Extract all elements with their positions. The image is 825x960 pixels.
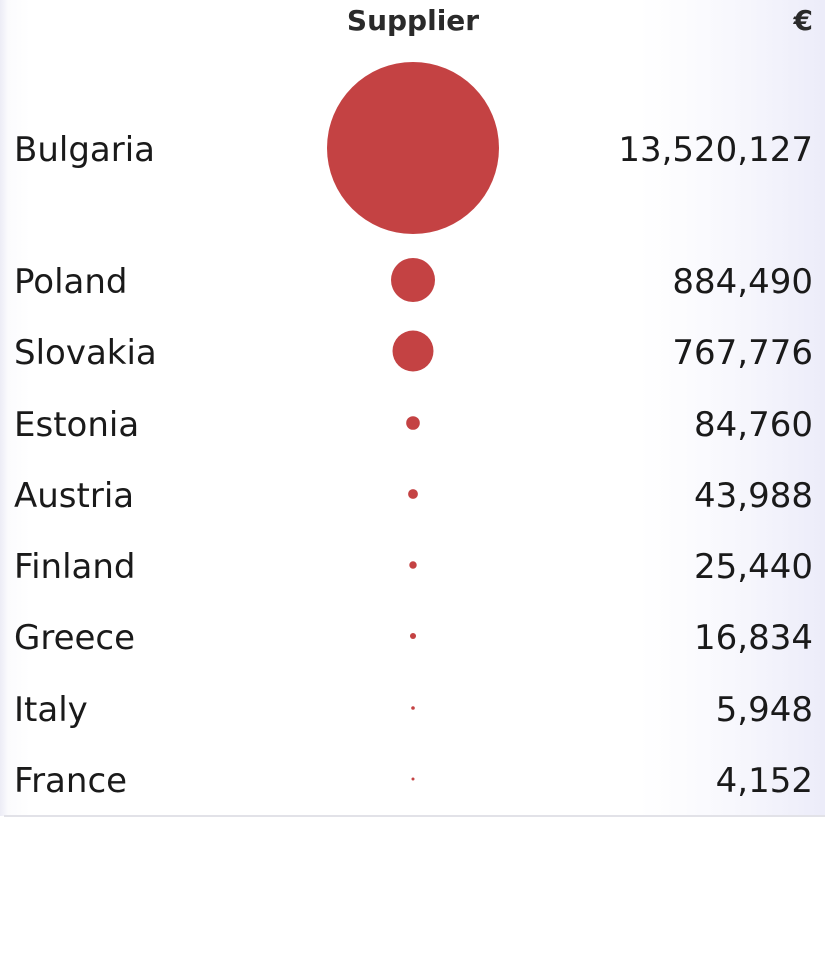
country-label: Estonia — [14, 405, 140, 445]
country-label: Finland — [14, 547, 136, 587]
country-label: Poland — [14, 262, 128, 302]
value-label: 25,440 — [694, 547, 813, 587]
value-label: 4,152 — [715, 761, 813, 801]
value-label: 884,490 — [672, 262, 813, 302]
column-header-supplier: Supplier — [346, 4, 480, 37]
value-label: 767,776 — [672, 333, 813, 373]
country-label: Italy — [14, 690, 88, 730]
value-label: 43,988 — [694, 476, 813, 516]
bubble-layer — [327, 62, 499, 781]
value-label: 13,520,127 — [618, 130, 813, 170]
bubble — [392, 330, 434, 372]
bubble — [327, 62, 499, 234]
bubble — [406, 416, 420, 430]
table-divider — [4, 815, 825, 817]
bubble — [409, 561, 417, 569]
value-label: 5,948 — [715, 690, 813, 730]
country-label: Austria — [14, 476, 135, 516]
bubble — [409, 632, 417, 640]
empty-area — [0, 816, 825, 960]
value-label: 84,760 — [694, 405, 813, 445]
country-label: Greece — [14, 618, 136, 658]
bubble — [411, 777, 415, 781]
bubble — [391, 258, 435, 302]
country-label: Bulgaria — [14, 130, 155, 170]
country-label: France — [14, 761, 128, 801]
column-header-currency: € — [793, 4, 813, 37]
country-label: Slovakia — [14, 333, 157, 373]
bubble — [408, 489, 418, 499]
bubble — [411, 706, 415, 710]
value-label: 16,834 — [694, 618, 813, 658]
